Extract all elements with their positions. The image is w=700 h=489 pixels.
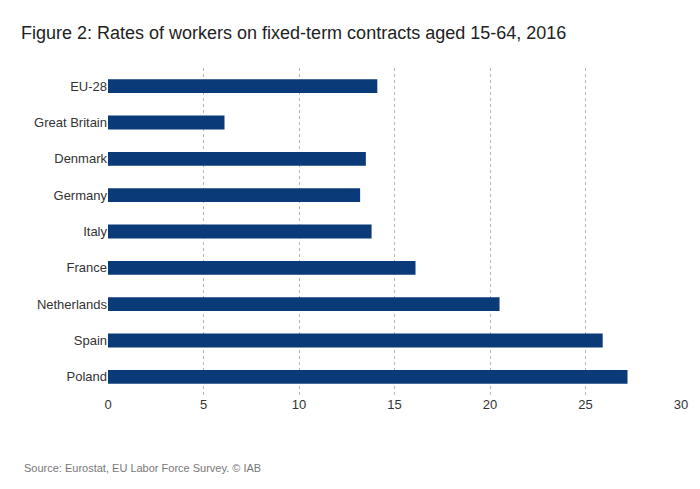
svg-text:Germany: Germany <box>54 188 108 203</box>
svg-text:10: 10 <box>292 397 306 412</box>
svg-text:5: 5 <box>200 397 207 412</box>
svg-text:Italy: Italy <box>83 224 107 239</box>
svg-text:15: 15 <box>387 397 401 412</box>
svg-text:Figure 2: Rates of workers on: Figure 2: Rates of workers on fixed-term… <box>21 23 566 43</box>
svg-text:0: 0 <box>104 397 111 412</box>
svg-text:France: France <box>67 260 107 275</box>
svg-text:30: 30 <box>674 397 688 412</box>
svg-text:Great Britain: Great Britain <box>34 115 107 130</box>
svg-text:Spain: Spain <box>74 333 107 348</box>
svg-text:20: 20 <box>483 397 497 412</box>
svg-text:Denmark: Denmark <box>54 151 107 166</box>
svg-text:Poland: Poland <box>67 369 107 384</box>
svg-text:EU-28: EU-28 <box>70 79 107 94</box>
svg-text:25: 25 <box>578 397 592 412</box>
svg-text:Source: Eurostat, EU Labor For: Source: Eurostat, EU Labor Force Survey.… <box>24 462 261 474</box>
svg-text:Netherlands: Netherlands <box>37 297 108 312</box>
